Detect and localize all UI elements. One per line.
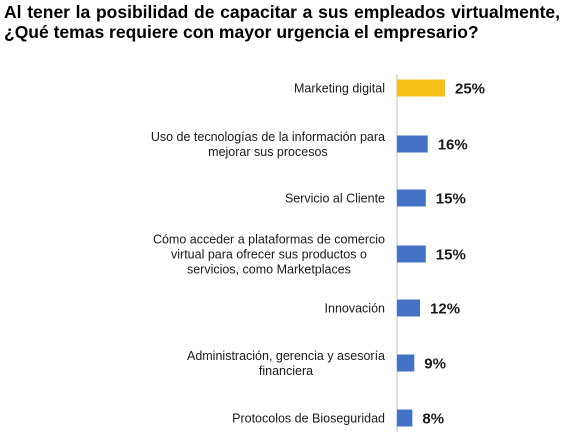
category-label: Servicio al Cliente xyxy=(285,192,385,206)
value-label: 25% xyxy=(455,81,485,98)
value-label: 12% xyxy=(430,301,460,318)
category-label: Cómo acceder a plataformas de comercio vi… xyxy=(153,233,385,277)
value-label: 8% xyxy=(422,411,444,428)
bar xyxy=(397,299,421,317)
category-label: Uso de tecnologías de la información par… xyxy=(151,130,385,159)
category-label: Marketing digital xyxy=(294,82,385,96)
bar xyxy=(397,189,426,207)
category-label: Administración, gerencia y asesoría finan… xyxy=(187,349,385,378)
bar xyxy=(397,135,428,153)
value-label: 16% xyxy=(438,137,468,154)
value-label: 9% xyxy=(424,356,446,373)
category-label: Protocolos de Bioseguridad xyxy=(232,412,385,426)
value-label: 15% xyxy=(436,191,466,208)
bar xyxy=(397,79,445,97)
bar xyxy=(397,409,413,427)
category-label: Innovación xyxy=(325,302,386,316)
bar xyxy=(397,354,415,372)
bar xyxy=(397,245,426,263)
value-label: 15% xyxy=(436,247,466,264)
chart-title: Al tener la posibilidad de capacitar a s… xyxy=(4,2,560,42)
